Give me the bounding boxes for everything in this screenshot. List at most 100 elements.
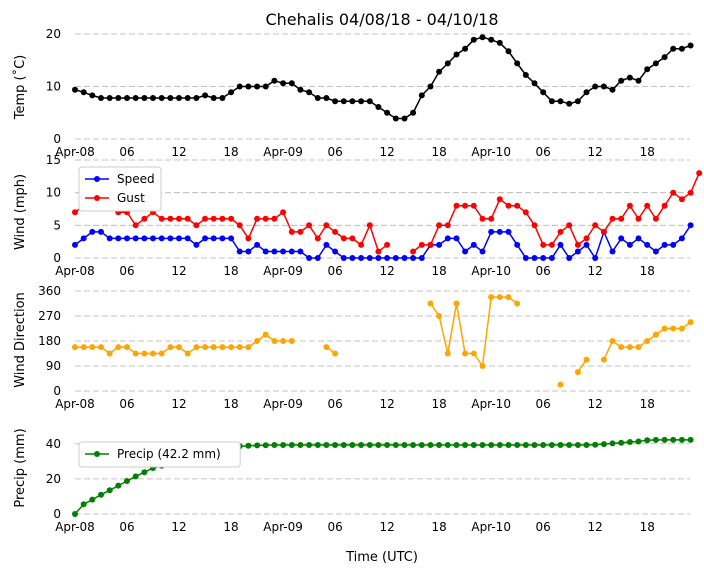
precip-x-tick-label: 12: [379, 520, 394, 534]
direction-y-ticks: 0 90 180 270 360: [38, 284, 61, 398]
temp-data-point: [132, 95, 139, 101]
direction-data-point: [574, 369, 581, 376]
temp-data-point: [626, 74, 633, 81]
temp-data-point: [176, 95, 182, 101]
wind-data-point: [288, 228, 295, 235]
wind-x-tick-label: 18: [640, 264, 655, 278]
temp-data-point: [323, 95, 330, 101]
wind-data-point: [652, 248, 659, 255]
precip-data-point: [462, 442, 469, 448]
temp-data-point: [280, 80, 287, 87]
direction-data-point: [132, 350, 139, 357]
wind-data-point: [410, 255, 417, 261]
precip-data-point: [392, 442, 399, 448]
wind-x-tick-label: Apr-08: [55, 264, 95, 278]
wind-data-point: [158, 235, 165, 242]
wind-data-point: [427, 241, 434, 248]
precip-data-point: [687, 436, 694, 443]
precip-x-tick-label: 06: [119, 520, 134, 534]
temp-data-point: [115, 95, 122, 101]
precip-x-tick-label: 18: [223, 520, 238, 534]
wind-data-point: [297, 248, 304, 255]
wind-data-point: [644, 202, 651, 209]
precip-x-tick-label: 12: [588, 520, 603, 534]
direction-y-axis-label: Wind Direction: [13, 292, 28, 388]
precip-data-point: [358, 442, 365, 448]
temp-data-point: [427, 83, 434, 90]
precip-data-point: [618, 439, 625, 446]
wind-data-point: [228, 235, 235, 242]
temp-x-tick-label: Apr-09: [263, 145, 303, 159]
wind-data-point: [444, 222, 451, 229]
direction-y-tick-label: 360: [38, 284, 61, 298]
wind-data-point: [124, 235, 130, 242]
wind-data-point: [592, 255, 599, 261]
direction-data-point: [583, 356, 590, 363]
wind-data-point: [375, 255, 382, 261]
wind-data-point: [288, 248, 295, 255]
temp-data-point: [106, 95, 113, 101]
wind-data-point: [661, 202, 668, 209]
direction-data-point: [106, 350, 113, 357]
wind-data-point: [514, 241, 521, 248]
panel-wind: 0 5 10 15 Apr-08 06 12 18 Apr-09 06 12 18 Apr-10 06 12…: [13, 153, 703, 278]
wind-series-line: [74, 224, 692, 260]
wind-data-point: [132, 222, 139, 229]
wind-data-point: [72, 209, 78, 216]
wind-data-point: [514, 202, 521, 209]
direction-data-point: [436, 313, 443, 319]
temp-data-point: [314, 95, 321, 101]
precip-data-point: [427, 442, 434, 448]
wind-data-point: [236, 248, 243, 255]
chart-panels: 0 10 20 Apr-08 06 12 18 Apr-09 06 12 18 Apr-10 06 12 1…: [12, 27, 703, 534]
precip-data-point: [479, 442, 486, 448]
temp-x-tick-label: 18: [431, 145, 446, 159]
wind-legend-label: Speed: [117, 172, 155, 186]
precip-y-tick-label: 20: [46, 472, 61, 486]
direction-x-tick-label: 06: [327, 397, 342, 411]
direction-data-point: [496, 294, 503, 301]
direction-data-point: [514, 300, 521, 307]
precip-data-point: [444, 442, 451, 448]
wind-data-point: [496, 196, 503, 203]
precip-x-tick-label: 12: [171, 520, 186, 534]
direction-x-tick-label: Apr-09: [263, 397, 303, 411]
temp-y-axis-label: Temp (˚C): [12, 55, 28, 121]
wind-data-point: [314, 255, 321, 261]
temp-y-tick-label: 10: [46, 80, 61, 94]
precip-data-point: [548, 442, 555, 448]
wind-data-point: [618, 215, 625, 222]
precip-data-point: [375, 442, 382, 448]
direction-data-point: [124, 344, 130, 351]
precip-x-tick-label: Apr-08: [55, 520, 95, 534]
wind-data-point: [479, 248, 486, 255]
precip-data-point: [332, 442, 339, 448]
wind-data-point: [210, 215, 217, 222]
precip-data-point: [418, 442, 425, 448]
wind-data-point: [548, 241, 555, 248]
wind-data-point: [228, 215, 235, 222]
wind-data-point: [661, 241, 668, 248]
direction-data-point: [444, 350, 451, 357]
precip-data-point: [106, 487, 113, 494]
wind-data-point: [314, 235, 321, 242]
wind-data-point: [583, 235, 590, 242]
direction-data-point: [609, 338, 616, 344]
temp-data-point: [245, 83, 252, 90]
direction-data-point: [453, 300, 460, 307]
temp-data-point: [661, 54, 668, 61]
temp-data-point: [202, 92, 209, 99]
direction-data-point: [470, 350, 477, 357]
precip-legend: Precip (42.2 mm): [78, 441, 241, 468]
wind-x-tick-label: Apr-09: [263, 264, 303, 278]
precip-data-point: [600, 441, 607, 448]
precip-data-point: [410, 442, 417, 448]
precip-data-point: [609, 440, 616, 447]
wind-data-point: [609, 248, 616, 255]
wind-data-point: [184, 215, 191, 222]
wind-legend-label: Gust: [117, 191, 145, 205]
temp-data-point: [635, 77, 642, 84]
temp-x-tick-label: 06: [119, 145, 134, 159]
precip-data-point: [574, 442, 581, 448]
precip-data-point: [271, 442, 278, 448]
